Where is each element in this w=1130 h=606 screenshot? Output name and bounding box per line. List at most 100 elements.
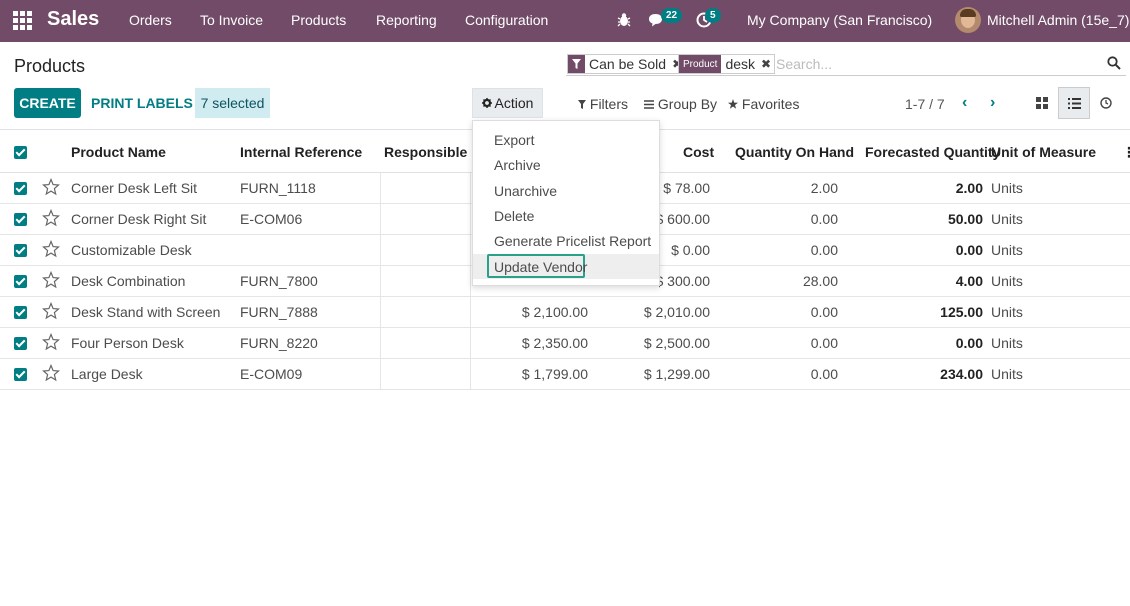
- cell-unit-of-measure: Units: [991, 366, 1023, 382]
- user-menu[interactable]: Mitchell Admin (15e_7): [987, 12, 1130, 28]
- top-navbar: Sales Orders To Invoice Products Reporti…: [0, 0, 1130, 42]
- row-checkbox[interactable]: [14, 306, 27, 319]
- action-dropdown-menu: Export Archive Unarchive Delete Generate…: [472, 120, 660, 286]
- cell-quantity-on-hand: 0.00: [810, 211, 838, 227]
- cell-internal-reference: E-COM09: [240, 366, 303, 382]
- column-forecasted-quantity[interactable]: Forecasted Quantity: [865, 144, 1001, 160]
- cell-unit-of-measure: Units: [991, 335, 1023, 351]
- menu-item-generate-pricelist-report[interactable]: Generate Pricelist Report: [494, 232, 652, 249]
- facet-value: desk: [725, 56, 756, 72]
- favorite-star-icon[interactable]: [42, 178, 60, 196]
- cell-internal-reference: FURN_7800: [240, 273, 318, 289]
- print-labels-button[interactable]: PRINT LABELS: [91, 95, 193, 111]
- filter-icon: [568, 55, 585, 73]
- pager-next-icon[interactable]: ›: [990, 94, 996, 111]
- pager-value[interactable]: 1-7 / 7: [905, 96, 945, 112]
- row-checkbox[interactable]: [14, 244, 27, 257]
- action-button[interactable]: Action: [472, 88, 543, 118]
- filters-label: Filters: [589, 96, 629, 112]
- column-quantity-on-hand[interactable]: Quantity On Hand: [735, 144, 854, 160]
- remove-facet-icon[interactable]: ✖: [670, 55, 685, 73]
- facet-tag: Product: [679, 55, 722, 73]
- app-brand[interactable]: Sales: [47, 8, 100, 30]
- cell-product-name: Corner Desk Right Sit: [71, 211, 207, 227]
- cell-forecasted-quantity: 234.00: [940, 366, 983, 382]
- favorite-star-icon[interactable]: [42, 364, 60, 382]
- menu-to-invoice[interactable]: To Invoice: [200, 12, 264, 28]
- cell-quantity-on-hand: 0.00: [810, 242, 838, 258]
- cell-unit-of-measure: Units: [991, 273, 1023, 289]
- facet-value: Can be Sold: [589, 56, 667, 72]
- page-title: Products: [14, 56, 86, 76]
- select-all-checkbox[interactable]: [14, 146, 27, 159]
- cell-quantity-on-hand: 28.00: [802, 273, 838, 289]
- row-checkbox[interactable]: [14, 182, 27, 195]
- favorite-star-icon[interactable]: [42, 333, 60, 351]
- menu-item-delete[interactable]: Delete: [494, 207, 535, 224]
- menu-item-update-vendor[interactable]: Update Vendor: [473, 254, 659, 279]
- favorite-star-icon[interactable]: [42, 240, 60, 258]
- favorite-star-icon[interactable]: [42, 209, 60, 227]
- table-row[interactable]: Desk Combination FURN_7800 $ 300.00 28.00 4.…: [0, 266, 1130, 297]
- remove-facet-icon[interactable]: ✖: [761, 57, 772, 71]
- menu-item-unarchive[interactable]: Unarchive: [494, 182, 558, 199]
- cell-unit-of-measure: Units: [991, 242, 1023, 258]
- optional-columns-icon[interactable]: ⋮: [1122, 144, 1130, 160]
- pager-previous-icon[interactable]: ‹: [962, 94, 968, 111]
- row-checkbox[interactable]: [14, 275, 27, 288]
- search-input[interactable]: [776, 54, 1096, 74]
- messages-icon[interactable]: [648, 13, 665, 28]
- favorites-button[interactable]: Favorites: [728, 96, 799, 112]
- list-view-button[interactable]: [1058, 87, 1090, 119]
- company-switcher[interactable]: My Company (San Francisco): [747, 12, 933, 28]
- cell-cost: $ 78.00: [663, 180, 710, 196]
- kanban-view-button[interactable]: [1026, 87, 1058, 119]
- menu-item-archive[interactable]: Archive: [494, 156, 541, 173]
- cell-quantity-on-hand: 0.00: [810, 335, 838, 351]
- cell-forecasted-quantity: 125.00: [940, 304, 983, 320]
- cell-quantity-on-hand: 0.00: [810, 304, 838, 320]
- row-checkbox[interactable]: [14, 337, 27, 350]
- create-button[interactable]: CREATE: [14, 88, 81, 118]
- menu-orders[interactable]: Orders: [129, 12, 172, 28]
- favorite-star-icon[interactable]: [42, 271, 60, 289]
- table-row[interactable]: Large Desk E-COM09 $ 1,799.00 $ 1,299.00 0.0…: [0, 359, 1130, 390]
- table-row[interactable]: Four Person Desk FURN_8220 $ 2,350.00 $ 2,5…: [0, 328, 1130, 359]
- cell-internal-reference: FURN_8220: [240, 335, 318, 351]
- menu-configuration[interactable]: Configuration: [465, 12, 549, 28]
- user-avatar[interactable]: [955, 7, 981, 33]
- menu-item-export[interactable]: Export: [494, 131, 535, 148]
- search-bar: Can be Sold ✖ Product desk ✖: [566, 52, 1126, 76]
- column-cost[interactable]: Cost: [683, 144, 715, 160]
- column-unit-of-measure[interactable]: Unit of Measure: [991, 144, 1097, 160]
- menu-products[interactable]: Products: [291, 12, 347, 28]
- column-internal-reference[interactable]: Internal Reference: [240, 144, 363, 160]
- cell-quantity-on-hand: 0.00: [810, 366, 838, 382]
- filter-facet-product: Product desk ✖: [678, 54, 776, 74]
- favorite-star-icon[interactable]: [42, 302, 60, 320]
- row-checkbox[interactable]: [14, 213, 27, 226]
- menu-reporting[interactable]: Reporting: [376, 12, 437, 28]
- search-icon[interactable]: [1107, 56, 1121, 70]
- table-row[interactable]: Desk Stand with Screen FURN_7888 $ 2,100.0…: [0, 297, 1130, 328]
- column-responsible[interactable]: Responsible: [384, 144, 468, 160]
- cell-product-name: Four Person Desk: [71, 335, 184, 351]
- row-checkbox[interactable]: [14, 368, 27, 381]
- table-header: Product Name Internal Reference Responsi…: [0, 129, 1130, 173]
- cell-cost: $ 300.00: [655, 273, 711, 289]
- cell-forecasted-quantity: 0.00: [955, 242, 983, 258]
- groupby-button[interactable]: Group By: [644, 96, 717, 112]
- column-product-name[interactable]: Product Name: [71, 144, 166, 160]
- cell-unit-of-measure: Units: [991, 180, 1023, 196]
- cell-product-name: Customizable Desk: [71, 242, 192, 258]
- apps-menu-icon[interactable]: [13, 11, 32, 30]
- messages-count-badge: 22: [661, 8, 683, 23]
- bug-icon[interactable]: [617, 12, 631, 28]
- cell-sales-price: $ 1,799.00: [521, 366, 588, 382]
- filters-button[interactable]: Filters: [578, 96, 628, 112]
- cell-cost: $ 2,500.00: [643, 335, 710, 351]
- cell-internal-reference: FURN_1118: [240, 180, 316, 196]
- activity-view-button[interactable]: [1090, 87, 1122, 119]
- cell-cost: $ 0.00: [671, 242, 710, 258]
- cell-cost: $ 1,299.00: [643, 366, 710, 382]
